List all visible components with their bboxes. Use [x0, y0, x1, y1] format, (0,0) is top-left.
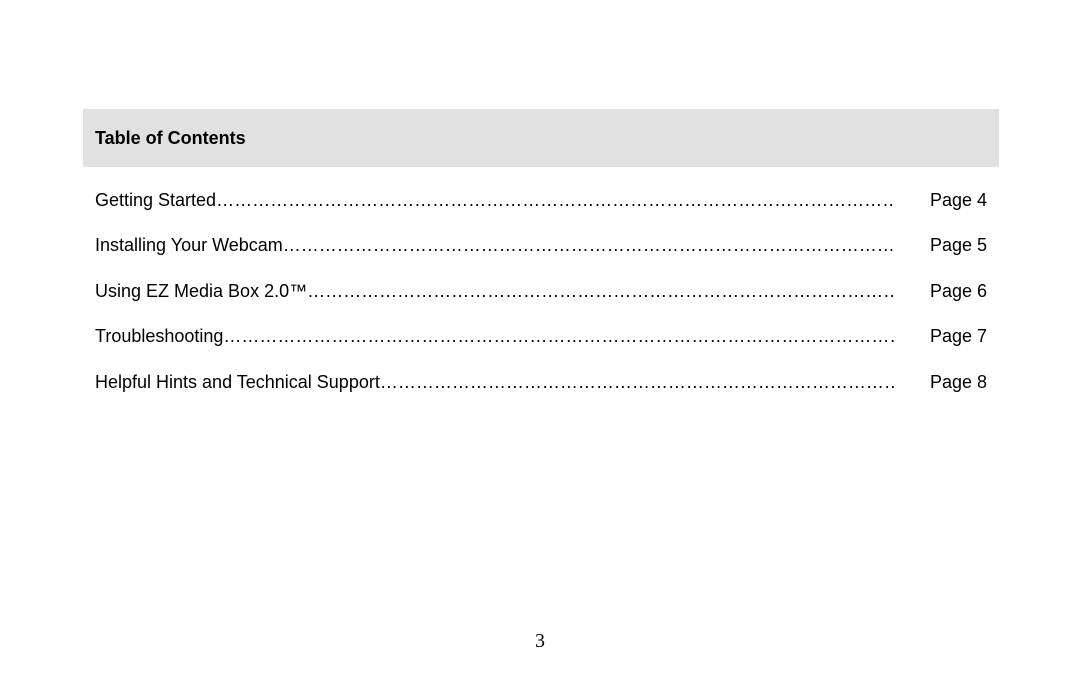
toc-entry: Helpful Hints and Technical Support …………… — [95, 371, 987, 394]
toc-entry-leader: …………………………………………………………………………………………………………… — [307, 280, 894, 303]
toc-entry-title: Getting Started — [95, 189, 216, 212]
toc-entry-page: Page 4 — [930, 189, 987, 212]
toc-header-title: Table of Contents — [83, 128, 246, 149]
toc-entry: Troubleshooting ………………………………………………………………… — [95, 325, 987, 348]
toc-entry-title: Helpful Hints and Technical Support — [95, 371, 380, 394]
toc-header-bar: Table of Contents — [83, 109, 999, 167]
toc-list: Getting Started ………………………………………………………………… — [95, 189, 987, 416]
toc-entry-page: Page 6 — [930, 280, 987, 303]
toc-entry-title: Using EZ Media Box 2.0™ — [95, 280, 307, 303]
page-number: 3 — [0, 630, 1080, 653]
document-page: Table of Contents Getting Started ………………… — [0, 0, 1080, 698]
toc-entry: Installing Your Webcam ……………………………………………… — [95, 234, 987, 257]
toc-entry-title: Troubleshooting — [95, 325, 223, 348]
toc-entry-page: Page 8 — [930, 371, 987, 394]
toc-entry-title: Installing Your Webcam — [95, 234, 283, 257]
toc-entry-leader: …………………………………………………………………………………………………………… — [283, 234, 894, 257]
toc-entry: Using EZ Media Box 2.0™ …………………………………………… — [95, 280, 987, 303]
toc-entry: Getting Started ………………………………………………………………… — [95, 189, 987, 212]
toc-entry-leader: …………………………………………………………………………………………………………… — [216, 189, 894, 212]
toc-entry-leader: …………………………………………………………………………………………………………… — [223, 325, 894, 348]
toc-entry-page: Page 7 — [930, 325, 987, 348]
toc-entry-page: Page 5 — [930, 234, 987, 257]
toc-entry-leader: …………………………………………………………………………………………………………… — [380, 371, 894, 394]
